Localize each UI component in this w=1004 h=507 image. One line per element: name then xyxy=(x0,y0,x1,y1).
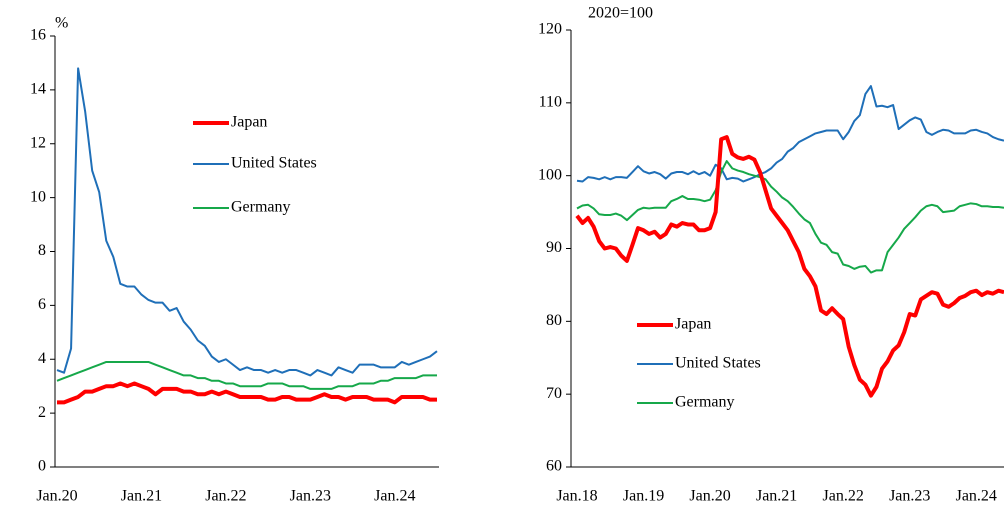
legend-label: Germany xyxy=(675,394,735,411)
x-tick-label: Jan.21 xyxy=(121,488,162,505)
x-tick-label: Jan.19 xyxy=(623,488,664,505)
x-tick-label: Jan.18 xyxy=(556,488,597,505)
y-tick-label: 110 xyxy=(539,94,562,111)
legend-label: United States xyxy=(231,155,317,172)
y-tick-label: 2 xyxy=(38,404,46,421)
x-tick-label: Jan.22 xyxy=(823,488,864,505)
y-axis-label: 2020=100 xyxy=(588,5,653,22)
y-tick-label: 4 xyxy=(38,350,46,367)
x-tick-label: Jan.20 xyxy=(689,488,730,505)
legend-label: Germany xyxy=(231,199,291,216)
y-tick-label: 70 xyxy=(546,385,562,402)
y-tick-label: 80 xyxy=(546,312,562,329)
y-tick-label: 100 xyxy=(538,166,562,183)
x-tick-label: Jan.23 xyxy=(889,488,930,505)
y-tick-label: 12 xyxy=(30,134,46,151)
y-tick-label: 14 xyxy=(30,81,46,98)
legend-label: United States xyxy=(675,355,761,372)
x-tick-label: Jan.21 xyxy=(756,488,797,505)
series-line xyxy=(56,67,438,377)
y-tick-label: 90 xyxy=(546,239,562,256)
y-tick-label: 8 xyxy=(38,242,46,259)
legend-label: Japan xyxy=(675,316,711,333)
y-tick-label: 6 xyxy=(38,296,46,313)
x-tick-label: Jan.24 xyxy=(956,488,997,505)
legend-label: Japan xyxy=(231,114,267,131)
series-line xyxy=(576,85,1004,183)
x-tick-label: Jan.22 xyxy=(205,488,246,505)
y-axis-label: % xyxy=(55,15,68,32)
series-line xyxy=(57,381,437,405)
series-line xyxy=(576,160,1004,274)
x-tick-label: Jan.23 xyxy=(290,488,331,505)
y-tick-label: 120 xyxy=(538,21,562,38)
x-tick-label: Jan.20 xyxy=(36,488,77,505)
x-tick-label: Jan.24 xyxy=(374,488,415,505)
y-tick-label: 10 xyxy=(30,188,46,205)
y-tick-label: 60 xyxy=(546,458,562,475)
series-line xyxy=(575,135,1004,398)
y-tick-label: 0 xyxy=(38,458,46,475)
y-tick-label: 16 xyxy=(30,27,46,44)
series-line xyxy=(56,360,437,390)
